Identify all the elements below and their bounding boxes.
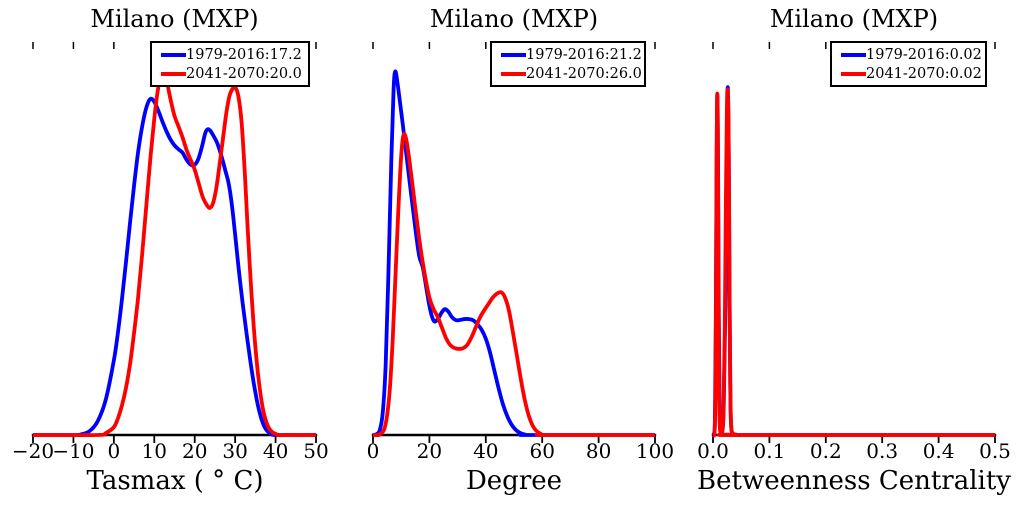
x-tick-label: 20 (182, 439, 207, 463)
legend-entry: 2041-2070:0.02 (841, 64, 982, 83)
subplot-2-legend: 1979-2016:21.2 2041-2070:26.0 (490, 41, 646, 87)
legend-line-swatch-red (501, 71, 526, 76)
x-tick-label: 40 (263, 439, 288, 463)
density-curve-1979-2016 (372, 69, 656, 437)
density-curve-1979-2016 (32, 96, 317, 437)
legend-entry-label: 1979-2016:17.2 (186, 46, 302, 63)
density-curve-2041-2070 (32, 69, 317, 438)
x-tick-label: 0 (107, 439, 120, 463)
x-tick-label: −20 (12, 439, 54, 463)
x-tick-label: 0 (367, 439, 380, 463)
legend-entry-label: 2041-2070:20.0 (186, 65, 302, 82)
legend-entry: 1979-2016:21.2 (501, 45, 642, 64)
legend-line-swatch-red (161, 71, 186, 76)
legend-entry-label: 2041-2070:0.02 (866, 65, 982, 82)
legend-entry: 1979-2016:17.2 (161, 45, 302, 64)
density-curve-2041-2070 (372, 131, 656, 438)
density-curve-1979-2016 (711, 85, 996, 438)
legend-entry-label: 2041-2070:26.0 (526, 65, 642, 82)
legend-line-swatch-red (841, 71, 866, 76)
legend-entry-label: 1979-2016:21.2 (526, 46, 642, 63)
x-tick-label: 30 (222, 439, 247, 463)
x-tick-label: 0.0 (697, 439, 729, 463)
subplot-3-xaxis-label: Betweenness Centrality (697, 466, 1011, 496)
subplot-3-title: Milano (MXP) (769, 5, 939, 33)
subplot-1-xaxis-label: Tasmax ( ° C) (86, 466, 264, 496)
x-tick-label: 60 (529, 439, 554, 463)
x-tick-label: 40 (473, 439, 498, 463)
x-tick-label: 80 (586, 439, 611, 463)
subplot-1-title: Milano (MXP) (90, 5, 259, 33)
x-tick-label: 100 (636, 439, 674, 463)
subplot-1-legend: 1979-2016:17.2 2041-2070:20.0 (150, 41, 310, 87)
x-tick-label: 20 (417, 439, 442, 463)
density-curve-2041-2070 (711, 87, 996, 438)
legend-line-swatch-blue (841, 52, 866, 57)
x-tick-label: 0.1 (753, 439, 785, 463)
x-tick-label: 0.2 (810, 439, 842, 463)
legend-entry-label: 1979-2016:0.02 (866, 46, 982, 63)
x-tick-label: −10 (52, 439, 94, 463)
legend-line-swatch-blue (501, 52, 526, 57)
subplot-2-xaxis-label: Degree (465, 466, 563, 496)
subplot-3-legend: 1979-2016:0.02 2041-2070:0.02 (830, 41, 987, 87)
x-tick-label: 10 (142, 439, 167, 463)
x-tick-label: 0.4 (923, 439, 955, 463)
legend-entry: 2041-2070:26.0 (501, 64, 642, 83)
subplot-2-title: Milano (MXP) (429, 5, 599, 33)
x-tick-label: 50 (303, 439, 328, 463)
x-tick-label: 0.3 (866, 439, 898, 463)
legend-entry: 2041-2070:20.0 (161, 64, 302, 83)
legend-entry: 1979-2016:0.02 (841, 45, 982, 64)
legend-line-swatch-blue (161, 52, 186, 57)
x-tick-label: 0.5 (979, 439, 1011, 463)
